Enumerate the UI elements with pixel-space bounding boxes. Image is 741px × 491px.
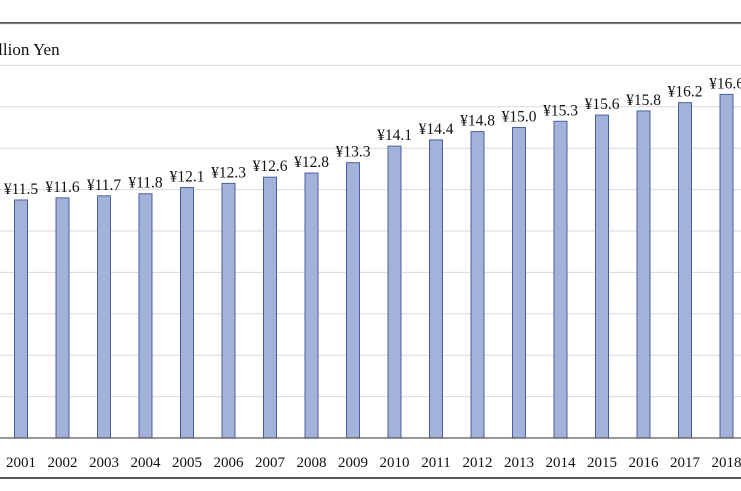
bar-2008 [305,173,318,438]
data-label-2003: ¥11.7 [87,177,122,194]
x-tick-labels: 2000200120022003200420052006200720082009… [0,455,741,471]
bar-2007 [264,177,277,438]
x-tick-2010: 2010 [380,455,410,471]
x-tick-2006: 2006 [214,455,245,471]
bar-2015 [596,115,609,438]
data-label-2010: ¥14.1 [377,127,412,144]
bar-2002 [56,198,69,438]
bar-2017 [679,103,692,438]
data-label-2009: ¥13.3 [336,144,371,161]
x-tick-2015: 2015 [587,455,617,471]
gridlines [0,24,741,397]
data-label-2013: ¥15.0 [502,109,537,126]
data-label-2008: ¥12.8 [294,154,329,171]
x-tick-2005: 2005 [172,455,202,471]
data-label-2007: ¥12.6 [253,158,288,175]
bar-2004 [139,194,152,438]
x-tick-2007: 2007 [255,455,286,471]
x-tick-2001: 2001 [6,455,36,471]
bar-2005 [181,188,194,438]
x-tick-2009: 2009 [338,455,368,471]
data-label-2018: ¥16.6 [709,75,741,92]
bar-2014 [554,121,567,438]
x-tick-2014: 2014 [546,455,577,471]
y-axis-unit-label: Trillion Yen [0,40,60,60]
x-tick-2018: 2018 [712,455,741,471]
x-tick-2003: 2003 [89,455,119,471]
data-label-2016: ¥15.8 [626,92,661,109]
data-label-2017: ¥16.2 [668,84,703,101]
x-tick-2013: 2013 [504,455,534,471]
bar-2011 [430,140,443,438]
data-label-2014: ¥15.3 [543,102,578,119]
x-tick-2017: 2017 [670,455,701,471]
data-labels: ¥11.3¥11.5¥11.6¥11.7¥11.8¥12.1¥12.3¥12.6… [0,75,741,202]
data-label-2006: ¥12.3 [211,164,246,181]
data-label-2005: ¥12.1 [170,169,205,186]
bar-2016 [637,111,650,438]
data-label-2015: ¥15.6 [585,96,620,113]
x-tick-2002: 2002 [48,455,78,471]
data-label-2011: ¥14.4 [419,121,454,138]
bar-2018 [720,94,733,438]
x-tick-2011: 2011 [421,455,450,471]
x-tick-2004: 2004 [131,455,162,471]
bar-2012 [471,132,484,438]
bar-2010 [388,146,401,438]
data-label-2004: ¥11.8 [128,175,163,192]
data-label-2002: ¥11.6 [45,179,80,196]
bar-2013 [513,128,526,439]
bar-2003 [98,196,111,438]
bar-2001 [15,200,28,438]
x-tick-2012: 2012 [463,455,493,471]
bar-2009 [347,163,360,438]
x-tick-2016: 2016 [629,455,660,471]
bar-2006 [222,183,235,438]
data-label-2012: ¥14.8 [460,113,495,130]
x-tick-2008: 2008 [297,455,327,471]
data-label-2001: ¥11.5 [4,181,39,198]
